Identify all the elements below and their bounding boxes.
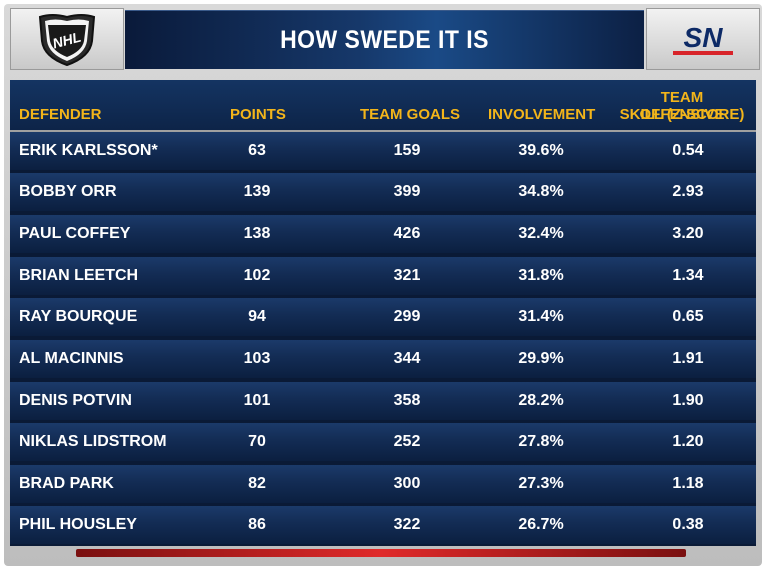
team-goals-value: 322 [393,516,421,533]
team-goals-value: 399 [393,183,421,200]
points-value: 138 [243,225,271,242]
sn-logo: SN [646,8,760,70]
column-header-skill-z-score: SKILL (Z-SCORE) [619,106,745,123]
defender-name: RAY BOURQUE [19,308,138,325]
table-row: BOBBY ORR 139 399 34.8% 2.93 [10,173,756,211]
points-value: 86 [248,516,266,533]
involvement-value: 34.8% [518,183,564,200]
points-value: 82 [248,475,266,492]
defender-name: PHIL HOUSLEY [19,516,137,533]
points-value: 70 [248,433,266,450]
team-goals-value: 344 [393,350,421,367]
bottom-accent-bar [76,549,686,557]
table-header: DEFENDER POINTS TEAM GOALS INVOLVEMENT T… [10,80,756,132]
points-value: 139 [243,183,271,200]
table-row: AL MACINNIS 103 344 29.9% 1.91 [10,340,756,378]
skill-value: 2.93 [672,183,704,200]
defender-name: PAUL COFFEY [19,225,131,242]
table-row: BRIAN LEETCH 102 321 31.8% 1.34 [10,257,756,295]
table-row: RAY BOURQUE 94 299 31.4% 0.65 [10,298,756,336]
skill-value: 3.20 [672,225,704,242]
team-goals-value: 358 [393,392,421,409]
defender-name: BOBBY ORR [19,183,117,200]
points-value: 102 [243,267,271,284]
involvement-value: 28.2% [518,392,564,409]
sn-logo-text: SN [684,22,724,53]
table-row: DENIS POTVIN 101 358 28.2% 1.90 [10,382,756,420]
involvement-value: 29.9% [518,350,564,367]
column-header-points: POINTS [230,106,286,123]
column-header-involvement: INVOLVEMENT [488,106,596,123]
involvement-value: 26.7% [518,516,564,533]
page-title: HOW SWEDE IT IS [280,25,489,54]
defender-name: DENIS POTVIN [19,392,132,409]
involvement-value: 39.6% [518,142,564,159]
skill-value: 1.90 [672,392,704,409]
table-row: PHIL HOUSLEY 86 322 26.7% 0.38 [10,506,756,544]
title-bar: HOW SWEDE IT IS [125,10,644,69]
involvement-value: 31.4% [518,308,564,325]
involvement-value: 27.8% [518,433,564,450]
points-value: 94 [248,308,266,325]
nhl-shield-icon: NHL [38,14,96,67]
skill-value: 1.20 [672,433,704,450]
involvement-value: 27.3% [518,475,564,492]
team-goals-value: 321 [393,267,421,284]
team-goals-value: 159 [393,142,421,159]
skill-value: 1.91 [672,350,704,367]
involvement-value: 31.8% [518,267,564,284]
defender-name: ERIK KARLSSON* [19,142,158,159]
points-value: 103 [243,350,271,367]
team-goals-value: 299 [393,308,421,325]
defender-name: BRAD PARK [19,475,114,492]
skill-value: 0.65 [672,308,704,325]
table-row: ERIK KARLSSON* 63 159 39.6% 0.54 [10,132,756,170]
sportsnet-logo-icon: SN [673,22,733,55]
points-value: 63 [248,142,266,159]
involvement-value: 32.4% [518,225,564,242]
team-goals-value: 252 [393,433,421,450]
skill-value: 0.54 [672,142,704,159]
defender-name: AL MACINNIS [19,350,124,367]
column-header-team-offensive: TEAM OFFENSIVE [639,89,725,123]
team-goals-value: 300 [393,475,421,492]
team-goals-value: 426 [393,225,421,242]
points-value: 101 [243,392,271,409]
column-header-defender: DEFENDER [19,106,102,123]
nhl-logo: NHL [10,8,124,70]
table-row: PAUL COFFEY 138 426 32.4% 3.20 [10,215,756,253]
defender-name: BRIAN LEETCH [19,267,139,284]
skill-value: 0.38 [672,516,704,533]
table-row: NIKLAS LIDSTROM 70 252 27.8% 1.20 [10,423,756,461]
nhl-logo-text: NHL [51,29,83,52]
table-row: BRAD PARK 82 300 27.3% 1.18 [10,465,756,503]
column-header-team-goals: TEAM GOALS [360,106,460,123]
skill-value: 1.18 [672,475,704,492]
defender-name: NIKLAS LIDSTROM [19,433,167,450]
stats-table: DEFENDER POINTS TEAM GOALS INVOLVEMENT T… [10,80,756,546]
skill-value: 1.34 [672,267,704,284]
